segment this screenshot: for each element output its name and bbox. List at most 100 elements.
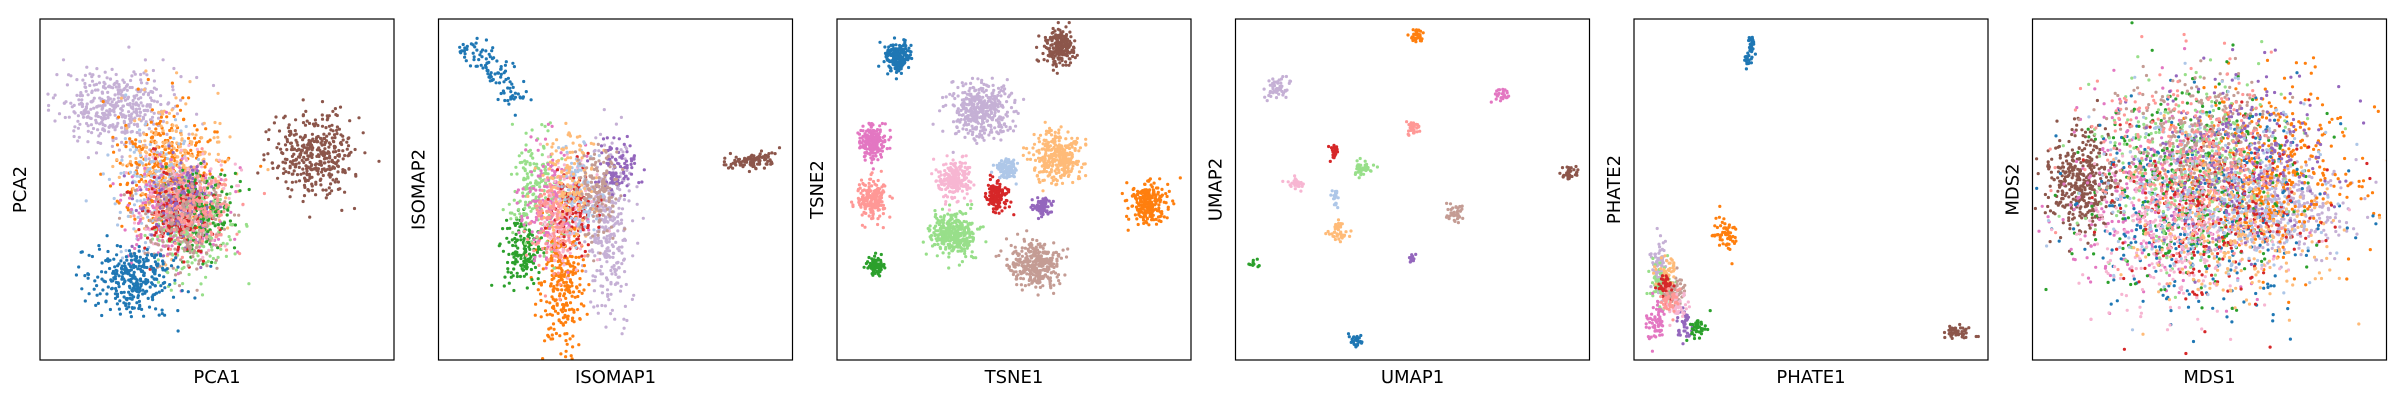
data-point [566,221,570,225]
data-point [156,183,160,187]
data-point [316,123,320,128]
data-point [131,282,135,286]
data-point [166,180,170,184]
data-point [182,230,186,234]
data-point [496,71,500,75]
scatter-points [46,45,381,333]
data-point [624,282,628,287]
data-point [517,154,521,158]
data-point [188,80,192,84]
data-point [228,192,232,196]
data-point [625,168,629,172]
data-point [575,286,579,290]
data-point [179,148,183,152]
data-point [159,248,163,252]
data-point [182,238,186,242]
data-point [127,249,132,253]
data-point [107,177,111,181]
data-point [181,181,185,185]
data-point [305,178,309,182]
data-point [305,167,309,171]
data-point [160,231,164,235]
data-point [158,180,162,184]
data-point [107,125,111,129]
data-point [517,207,521,212]
data-point [181,189,185,193]
data-point [133,254,137,258]
data-point [609,268,613,273]
data-point [121,282,126,286]
data-point [157,239,161,243]
data-point [199,229,203,233]
data-point [161,58,165,62]
data-point [137,245,141,249]
data-point [294,138,298,142]
data-point [182,171,186,175]
data-point [301,98,305,102]
data-point [161,112,165,116]
data-point [516,246,520,250]
data-point [521,194,525,198]
data-point [567,262,571,266]
data-point [96,104,101,108]
data-point [114,280,118,285]
data-point [501,208,505,212]
data-point [145,278,150,282]
data-point [154,210,158,214]
data-point [546,129,550,133]
data-point [338,187,342,191]
data-point [577,289,581,294]
data-point [226,158,230,162]
data-point [220,222,224,226]
data-point [117,274,121,278]
data-point [523,206,527,210]
data-point [103,70,107,74]
data-point [603,250,608,254]
data-point [524,90,528,94]
data-point [187,143,191,148]
data-point [100,107,104,111]
data-point [135,199,139,203]
data-point [511,243,515,248]
data-point [132,214,136,218]
data-point [148,180,152,184]
data-point [328,156,332,160]
data-point [141,117,145,121]
data-point [208,138,212,142]
data-point [635,202,639,206]
data-point [625,318,629,323]
data-point [319,136,323,140]
data-point [578,214,582,218]
data-point [177,142,181,146]
data-point [76,114,80,118]
data-point [124,171,128,175]
data-point [144,122,148,126]
data-point [533,220,537,224]
data-point [156,262,160,266]
data-point [178,166,182,170]
data-point [307,189,311,193]
data-point [284,135,288,139]
data-point [573,226,577,230]
data-point [122,301,126,305]
data-point [620,245,624,249]
data-point [111,164,115,169]
data-point [503,98,507,103]
data-point [726,166,731,170]
data-point [532,259,537,263]
data-point [97,81,102,85]
data-point [69,101,73,105]
data-point [294,162,298,166]
data-point [143,113,147,117]
data-point [174,124,179,128]
data-point [161,262,165,266]
data-point [536,288,540,292]
data-point [149,130,154,134]
data-point [155,150,159,154]
data-point [617,198,621,203]
data-point [510,122,514,126]
data-point [221,202,225,206]
data-point [314,193,318,197]
data-point [233,237,237,241]
